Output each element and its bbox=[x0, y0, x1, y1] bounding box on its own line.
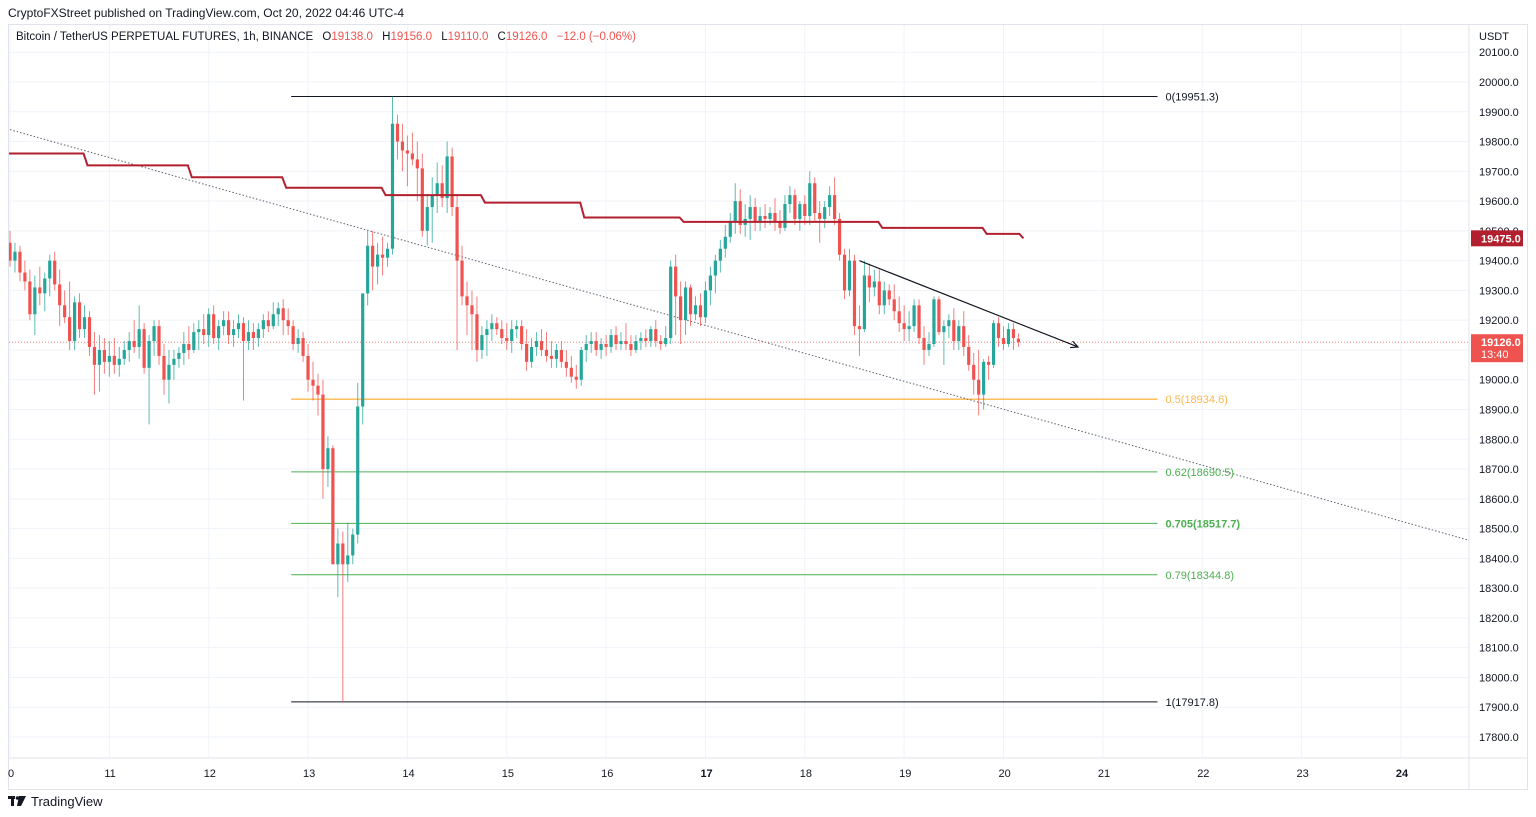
arrow-trendline[interactable] bbox=[859, 260, 1080, 349]
price-tick: 18100.0 bbox=[1479, 643, 1519, 655]
close-label: C bbox=[497, 31, 506, 43]
change-value: −12.0 (−0.06%) bbox=[556, 31, 636, 43]
time-tick: 20 bbox=[999, 768, 1011, 780]
low-value: 19110.0 bbox=[447, 31, 489, 43]
price-tick: 18200.0 bbox=[1479, 613, 1519, 625]
grid bbox=[9, 25, 1469, 758]
time-tick: 14 bbox=[402, 768, 414, 780]
time-tick: 12 bbox=[204, 768, 216, 780]
time-tick: 23 bbox=[1297, 768, 1309, 780]
symbol-title: Bitcoin / TetherUS PERPETUAL FUTURES, 1h… bbox=[16, 31, 314, 43]
time-axis[interactable]: 0 11 12 13 14 15 16 17 18 19 20 21 22 23 24 bbox=[8, 768, 1409, 780]
fib-label: 0.62(18690.5) bbox=[1165, 467, 1234, 479]
moving-average-line[interactable] bbox=[9, 152, 1025, 239]
price-tick: 17800.0 bbox=[1479, 732, 1519, 744]
open-label: O bbox=[322, 31, 332, 43]
svg-text:19126.0: 19126.0 bbox=[1481, 337, 1521, 349]
time-tick: 16 bbox=[601, 768, 613, 780]
price-tick: 18900.0 bbox=[1479, 405, 1519, 417]
price-axis[interactable]: USDT 20100.0 20000.0 19900.0 19800.0 19700.0 1… bbox=[1479, 31, 1519, 744]
fib-retracement[interactable] bbox=[291, 95, 1158, 703]
time-tick: 22 bbox=[1197, 768, 1209, 780]
low-label: L bbox=[441, 31, 448, 43]
fib-label: 0(19951.3) bbox=[1165, 91, 1218, 103]
currency-label: USDT bbox=[1479, 31, 1509, 43]
tradingview-brand: TradingView bbox=[31, 794, 103, 809]
dotted-trendline[interactable] bbox=[9, 129, 1480, 544]
fib-label: 0.705(18517.7) bbox=[1165, 518, 1240, 530]
time-tick: 17 bbox=[700, 768, 712, 780]
time-tick: 19 bbox=[899, 768, 911, 780]
fib-label: 1(17917.8) bbox=[1165, 697, 1218, 709]
svg-text:19475.0: 19475.0 bbox=[1481, 233, 1521, 245]
publisher-caption: CryptoFXStreet published on TradingView.… bbox=[8, 6, 404, 20]
time-tick: 21 bbox=[1098, 768, 1110, 780]
last-price-badge: 19126.013:40 bbox=[1471, 334, 1523, 363]
chart-frame bbox=[8, 24, 1528, 790]
price-tick: 18300.0 bbox=[1479, 583, 1519, 595]
high-value: 19156.0 bbox=[390, 31, 433, 43]
price-tick: 19200.0 bbox=[1479, 315, 1519, 327]
fib-label: 0.5(18934.6) bbox=[1165, 394, 1227, 406]
symbol-legend: Bitcoin / TetherUS PERPETUAL FUTURES, 1h… bbox=[16, 31, 636, 43]
high-label: H bbox=[382, 31, 391, 43]
ma-price-badge: 19475.0 bbox=[1471, 230, 1523, 247]
tradingview-logo[interactable]: TradingView bbox=[8, 794, 103, 809]
open-value: 19138.0 bbox=[331, 31, 373, 43]
price-tick: 18700.0 bbox=[1479, 464, 1519, 476]
price-tick: 19400.0 bbox=[1479, 256, 1519, 268]
price-tick: 18400.0 bbox=[1479, 553, 1519, 565]
close-value: 19126.0 bbox=[505, 31, 548, 43]
time-tick: 24 bbox=[1396, 768, 1409, 780]
price-tick: 19700.0 bbox=[1479, 166, 1519, 178]
price-tick: 18000.0 bbox=[1479, 672, 1519, 684]
time-tick: 11 bbox=[104, 768, 115, 780]
price-tick: 20000.0 bbox=[1479, 77, 1519, 89]
price-tick: 19900.0 bbox=[1479, 107, 1519, 119]
price-tick: 19600.0 bbox=[1479, 196, 1519, 208]
price-tick: 18800.0 bbox=[1479, 434, 1519, 446]
time-tick: 13 bbox=[303, 768, 315, 780]
time-tick: 18 bbox=[800, 768, 812, 780]
candles bbox=[9, 96, 1021, 702]
time-tick: 0 bbox=[8, 768, 14, 780]
price-tick: 19000.0 bbox=[1479, 375, 1519, 387]
price-tick: 18600.0 bbox=[1479, 494, 1519, 506]
price-tick: 17900.0 bbox=[1479, 702, 1519, 714]
price-tick: 19800.0 bbox=[1479, 137, 1519, 149]
time-tick: 15 bbox=[502, 768, 514, 780]
price-tick: 18500.0 bbox=[1479, 524, 1519, 536]
price-tick: 19300.0 bbox=[1479, 285, 1519, 297]
price-tick: 20100.0 bbox=[1479, 47, 1519, 59]
countdown-label: 13:40 bbox=[1481, 349, 1509, 361]
tradingview-mark-icon bbox=[8, 794, 26, 809]
fib-label: 0.79(18344.8) bbox=[1165, 570, 1234, 582]
